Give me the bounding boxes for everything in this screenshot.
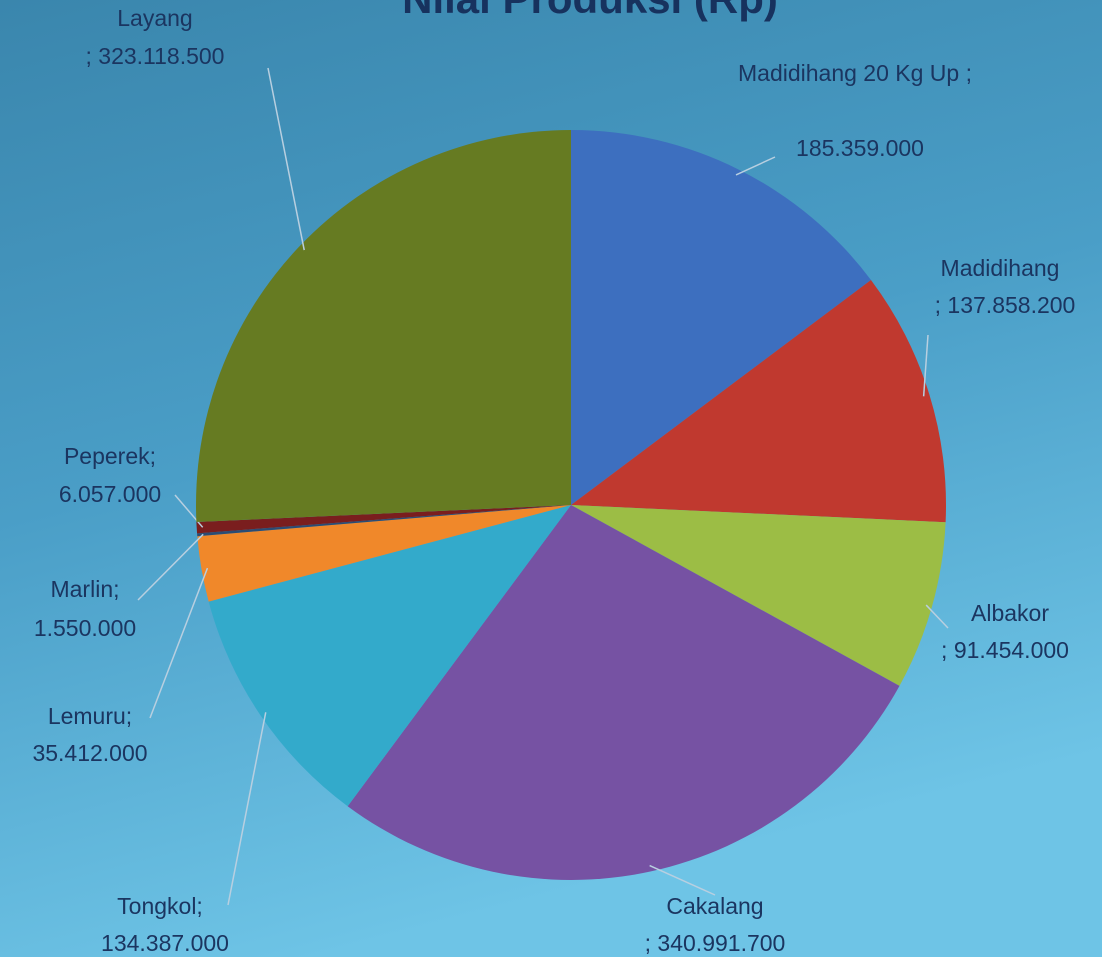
category-label: Lemuru; — [48, 703, 132, 729]
category-label: Marlin; — [50, 576, 119, 602]
category-label: Layang — [117, 5, 192, 31]
value-label: ; 91.454.000 — [941, 637, 1069, 663]
category-label: Cakalang — [666, 893, 763, 919]
value-label: 6.057.000 — [59, 481, 161, 507]
chart-title: Nilai Produksi (Rp) — [402, 0, 778, 22]
chart: Nilai Produksi (Rp) Madidihang 20 Kg Up … — [0, 0, 1102, 957]
category-label: Tongkol; — [117, 893, 203, 919]
value-label: ; 137.858.200 — [935, 292, 1076, 318]
value-label: 185.359.000 — [796, 135, 924, 161]
category-label: Madidihang — [941, 255, 1060, 281]
value-label: 35.412.000 — [32, 740, 147, 766]
category-label: Peperek; — [64, 443, 156, 469]
value-label: 134.387.000 — [101, 930, 229, 956]
value-label: ; 323.118.500 — [86, 43, 225, 69]
category-label: Albakor — [971, 600, 1049, 626]
value-label: ; 340.991.700 — [645, 930, 786, 956]
category-label: Madidihang 20 Kg Up ; — [738, 60, 972, 86]
value-label: 1.550.000 — [34, 615, 136, 641]
